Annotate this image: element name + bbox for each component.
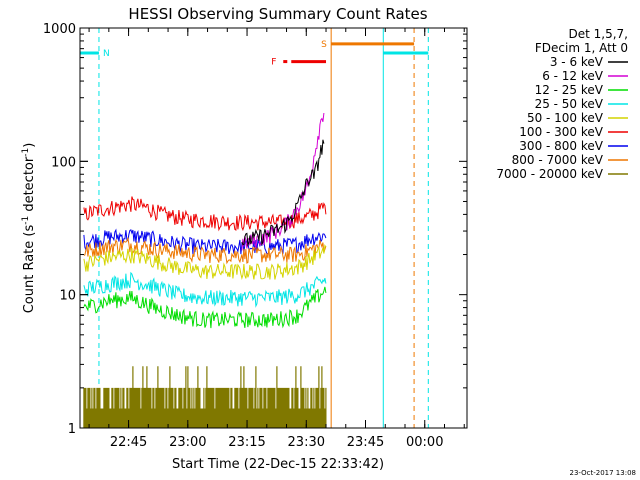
y-tick-label-1: 1 (68, 422, 76, 437)
series-100-300-kev-line (83, 196, 327, 232)
x-tick-label-23-45: 23:45 (347, 435, 384, 450)
y-tick-label-100: 100 (51, 155, 76, 170)
x-tick-label-22-45: 22:45 (110, 435, 147, 450)
series-800-7000-kev-line (83, 236, 327, 265)
legend-label-300-800-kev: 300 - 800 keV (519, 139, 603, 153)
plot-area: N S F (79, 28, 429, 428)
y-axis-label-mid: detector (22, 156, 37, 216)
y-axis-label-main: Count Rate (s (22, 225, 37, 314)
legend-header-1: Det 1,5,7, (569, 27, 629, 41)
y-axis-label: Count Rate (s-1 detector-1) (21, 143, 37, 314)
y-tick-label-10: 10 (59, 289, 76, 304)
y-axis-label-sup1: -1 (21, 216, 31, 225)
legend-header-2: FDecim 1, Att 0 (535, 41, 628, 55)
legend-label-12-25-kev: 12 - 25 keV (535, 83, 604, 97)
flare-bar-dot (283, 60, 288, 64)
y-axis-label-sup2: -1 (21, 148, 31, 157)
series-12-25-kev-line (83, 286, 327, 329)
axes: 1 10 100 1000 22:45 23:00 23:15 23:30 23:45 00:00 (43, 22, 467, 450)
x-tick-label-23-30: 23:30 (288, 435, 325, 450)
x-tick-label-00-00: 00:00 (406, 435, 443, 450)
flare-flag-label: F (271, 58, 276, 68)
legend-label-6-12-kev: 6 - 12 keV (542, 69, 604, 83)
saa-flag-label: S (321, 40, 327, 50)
night-flag-label: N (103, 49, 110, 59)
plot-frame (79, 27, 468, 429)
series-25-50-kev-line (83, 271, 327, 308)
legend-label-25-50-kev: 25 - 50 keV (535, 97, 604, 111)
series-6-12-kev-line (241, 112, 325, 251)
series-300-800-kev-line (83, 228, 327, 255)
y-axis-label-end: ) (22, 143, 37, 148)
x-tick-label-23-00: 23:00 (169, 435, 206, 450)
footer-timestamp: 23-Oct-2017 13:08 (570, 469, 636, 477)
x-axis-label: Start Time (22-Dec-15 22:33:42) (172, 457, 384, 472)
y-tick-label-1000: 1000 (43, 22, 76, 37)
legend-label-800-7000-kev: 800 - 7000 keV (512, 153, 604, 167)
series-7000-20000-kev-line (83, 366, 327, 428)
legend-label-3-6-kev: 3 - 6 keV (550, 55, 604, 69)
legend-label-7000-20000-kev: 7000 - 20000 keV (496, 167, 603, 181)
legend-label-100-300-kev: 100 - 300 keV (519, 125, 603, 139)
series-3-6-kev-line (241, 139, 325, 248)
series-50-100-kev-line (83, 244, 327, 280)
x-tick-label-23-15: 23:15 (228, 435, 265, 450)
legend-label-50-100-kev: 50 - 100 keV (527, 111, 604, 125)
chart-title: HESSI Observing Summary Count Rates (128, 5, 427, 23)
